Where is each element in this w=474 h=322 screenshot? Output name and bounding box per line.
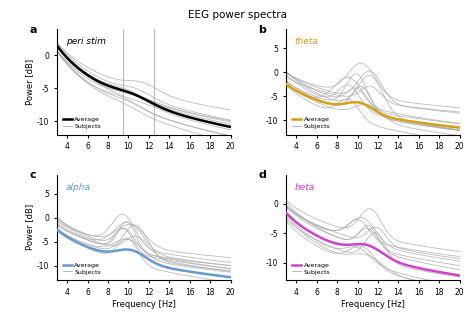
X-axis label: Frequency [Hz]: Frequency [Hz]	[341, 299, 405, 308]
Text: c: c	[29, 170, 36, 180]
Text: d: d	[258, 170, 266, 180]
Text: b: b	[258, 25, 266, 35]
Legend: Average, Subjects: Average, Subjects	[289, 114, 333, 131]
X-axis label: Frequency [Hz]: Frequency [Hz]	[112, 299, 176, 308]
Text: a: a	[29, 25, 36, 35]
Text: EEG power spectra: EEG power spectra	[188, 10, 286, 20]
Text: peri stim: peri stim	[65, 37, 105, 46]
Legend: Average, Subjects: Average, Subjects	[289, 260, 333, 277]
Y-axis label: Power [dB]: Power [dB]	[25, 204, 34, 251]
Y-axis label: Power [dB]: Power [dB]	[25, 59, 34, 105]
Text: beta: beta	[295, 183, 315, 192]
Text: alpha: alpha	[65, 183, 91, 192]
Legend: Average, Subjects: Average, Subjects	[60, 260, 104, 277]
Text: theta: theta	[295, 37, 319, 46]
Legend: Average, Subjects: Average, Subjects	[60, 114, 104, 131]
